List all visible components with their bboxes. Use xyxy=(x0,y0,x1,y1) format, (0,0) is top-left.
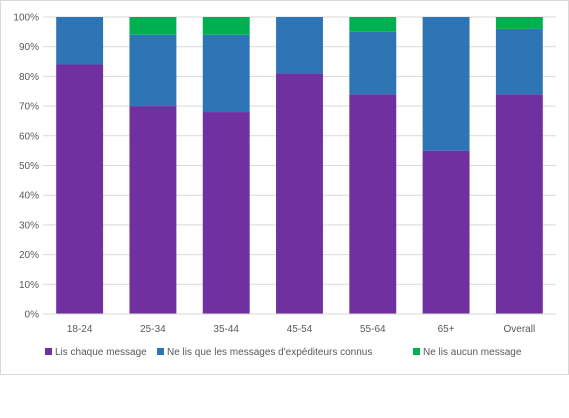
legend-swatch xyxy=(413,348,420,355)
y-tick-label: 100% xyxy=(13,13,39,24)
y-tick-label: 40% xyxy=(19,191,39,202)
bar-segment xyxy=(349,94,396,314)
y-tick-label: 30% xyxy=(19,220,39,231)
y-tick-label: 90% xyxy=(19,42,39,53)
legend-label: Ne lis que les messages d'expéditeurs co… xyxy=(167,347,372,358)
legend-item: Lis chaque message xyxy=(45,347,147,358)
bar-segment xyxy=(56,17,103,65)
bar-segment xyxy=(349,32,396,94)
legend-item: Ne lis que les messages d'expéditeurs co… xyxy=(157,347,372,358)
legend-swatch xyxy=(45,348,52,355)
y-tick-label: 20% xyxy=(19,250,39,261)
stacked-bar-chart: 0% 10% 20% 30% 40% 50% 60% 70% 80% 90% 100% 18-24 25… xyxy=(1,1,568,374)
bar-segment xyxy=(349,17,396,32)
y-tick-label: 10% xyxy=(19,280,39,291)
x-tick-label: 25-34 xyxy=(140,324,166,335)
bar-segment xyxy=(203,112,250,314)
legend-label: Lis chaque message xyxy=(55,347,147,358)
bar-segment xyxy=(203,35,250,112)
bar-segment xyxy=(129,17,176,35)
bar-segment xyxy=(423,17,470,151)
chart-area: 0% 10% 20% 30% 40% 50% 60% 70% 80% 90% 100% 18-24 25… xyxy=(0,0,569,375)
legend-label: Ne lis aucun message xyxy=(423,347,522,358)
x-tick-label: 65+ xyxy=(438,324,455,335)
bar-segment xyxy=(276,73,323,314)
x-tick-label: 35-44 xyxy=(213,324,239,335)
bar-segment xyxy=(496,17,543,29)
bar-segment xyxy=(276,17,323,73)
y-tick-label: 50% xyxy=(19,161,39,172)
y-tick-label: 70% xyxy=(19,102,39,113)
x-tick-label: Overall xyxy=(504,324,536,335)
y-tick-label: 60% xyxy=(19,131,39,142)
bar-segment xyxy=(203,17,250,35)
y-tick-label: 80% xyxy=(19,72,39,83)
bar-segment xyxy=(423,151,470,314)
bar-segment xyxy=(129,106,176,314)
bar-segment xyxy=(496,94,543,314)
bar-segment xyxy=(56,65,103,314)
legend-item: Ne lis aucun message xyxy=(413,347,522,358)
legend-swatch xyxy=(157,348,164,355)
x-tick-label: 45-54 xyxy=(287,324,313,335)
bar-segment xyxy=(496,29,543,94)
y-tick-label: 0% xyxy=(25,310,40,321)
bar-segment xyxy=(129,35,176,106)
x-tick-label: 18-24 xyxy=(67,324,93,335)
x-tick-label: 55-64 xyxy=(360,324,386,335)
